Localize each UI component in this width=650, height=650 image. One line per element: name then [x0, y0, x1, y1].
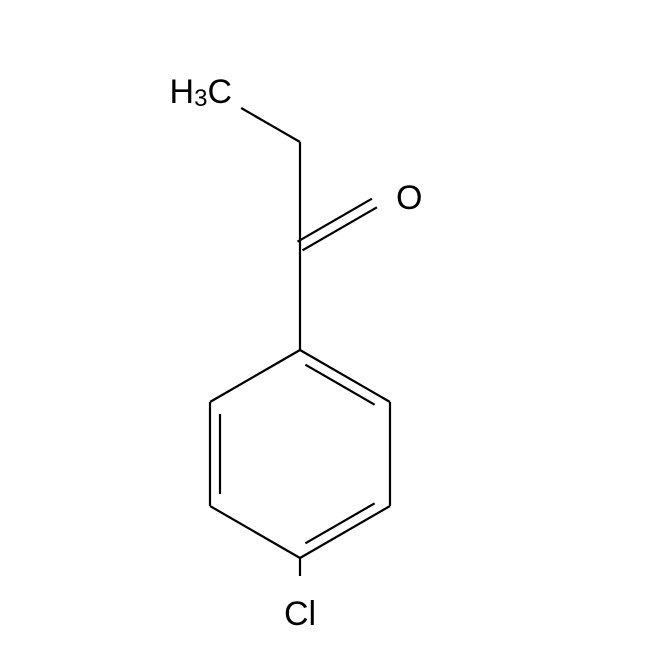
atom-label-o: O [396, 179, 422, 217]
molecule-diagram: H3C O Cl [0, 0, 650, 650]
atom-label-cl: Cl [284, 595, 316, 633]
atom-label-ch3: H3C [170, 73, 232, 112]
